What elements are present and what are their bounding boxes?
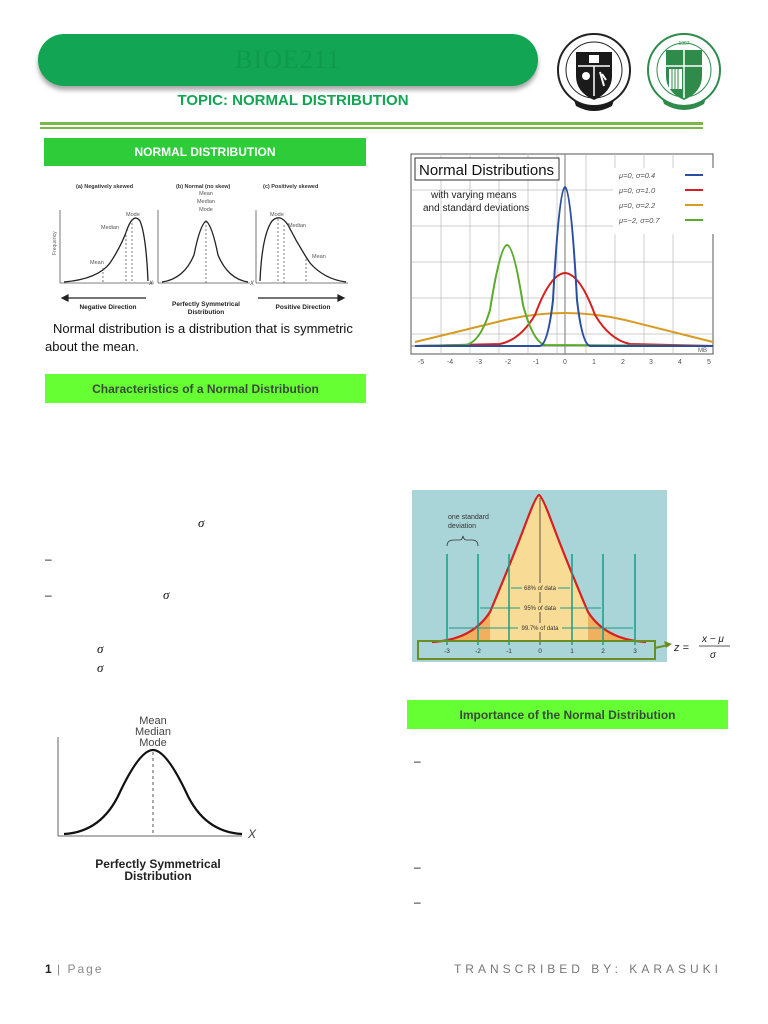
- page-label: | Page: [57, 962, 104, 976]
- section-title: NORMAL DISTRIBUTION: [134, 145, 276, 159]
- svg-text:3: 3: [633, 648, 637, 655]
- svg-text:with varying means: with varying means: [430, 190, 517, 201]
- svg-text:MB: MB: [698, 348, 707, 354]
- svg-text:Median: Median: [135, 726, 171, 738]
- svg-text:μ=0, σ=2.2: μ=0, σ=2.2: [618, 201, 656, 210]
- svg-text:Negative Direction: Negative Direction: [79, 304, 136, 311]
- svg-text:Mode: Mode: [270, 212, 284, 218]
- topic-title: TOPIC: NORMAL DISTRIBUTION: [177, 92, 409, 109]
- svg-text:0: 0: [538, 648, 542, 655]
- normal-distributions-chart: Normal Distributions with varying means …: [405, 150, 720, 370]
- svg-text:z =: z =: [673, 642, 690, 654]
- svg-text:x − μ: x − μ: [701, 634, 724, 645]
- svg-text:1967: 1967: [678, 41, 689, 47]
- svg-text:Median: Median: [197, 199, 215, 205]
- sigma-symbol: σ: [163, 587, 170, 602]
- svg-text:Distribution: Distribution: [188, 309, 224, 316]
- list-dash: –: [45, 588, 52, 602]
- svg-text:-2: -2: [505, 359, 511, 366]
- svg-text:-2: -2: [475, 648, 481, 655]
- transcriber-credit: TRANSCRIBED BY: KARASUKI: [453, 962, 722, 976]
- header-rule-bottom: [40, 127, 703, 129]
- list-dash: –: [414, 754, 421, 768]
- svg-text:-1: -1: [506, 648, 512, 655]
- section-header-normal-distribution: NORMAL DISTRIBUTION: [44, 138, 366, 166]
- definition-paragraph: Normal distribution is a distribution th…: [45, 320, 375, 356]
- skewness-figure: (a) Negatively skewed (b) Normal (no ske…: [52, 184, 348, 316]
- svg-text:1: 1: [592, 359, 596, 366]
- section-title: Importance of the Normal Distribution: [459, 707, 676, 722]
- svg-text:Frequency: Frequency: [52, 231, 58, 255]
- header-rule-top: [40, 122, 703, 125]
- svg-text:2: 2: [601, 648, 605, 655]
- svg-text:-1: -1: [533, 359, 539, 366]
- svg-text:-3: -3: [444, 648, 450, 655]
- section-header-characteristics: Characteristics of a Normal Distribution: [45, 374, 366, 403]
- svg-text:3: 3: [649, 359, 653, 366]
- list-dash: –: [45, 552, 52, 566]
- list-dash: –: [414, 860, 421, 874]
- section-title: Characteristics of a Normal Distribution: [92, 381, 319, 396]
- sigma-symbol: σ: [198, 515, 205, 530]
- svg-text:and standard deviations: and standard deviations: [423, 203, 529, 214]
- svg-text:68% of data: 68% of data: [524, 586, 557, 592]
- svg-text:one standard: one standard: [448, 514, 489, 521]
- svg-text:1: 1: [570, 648, 574, 655]
- svg-text:Distribution: Distribution: [124, 869, 191, 883]
- section-header-importance: Importance of the Normal Distribution: [407, 700, 728, 729]
- svg-text:-5: -5: [418, 359, 424, 366]
- svg-text:(b) Normal (no skew): (b) Normal (no skew): [176, 184, 231, 190]
- definition-line: about the mean.: [45, 339, 139, 354]
- svg-text:Mode: Mode: [199, 207, 213, 213]
- svg-text:Mean: Mean: [90, 260, 104, 266]
- svg-text:5: 5: [707, 359, 711, 366]
- svg-text:Perfectly Symmetrical: Perfectly Symmetrical: [95, 857, 220, 871]
- svg-text:99.7% of data: 99.7% of data: [521, 626, 559, 632]
- svg-text:Normal Distributions: Normal Distributions: [419, 162, 554, 179]
- svg-text:(a) Negatively skewed: (a) Negatively skewed: [76, 184, 133, 190]
- svg-text:deviation: deviation: [448, 523, 476, 530]
- svg-text:Perfectly Symmetrical: Perfectly Symmetrical: [172, 301, 240, 308]
- svg-text:Median: Median: [288, 223, 306, 229]
- empirical-rule-figure: 68% of data 95% of data 99.7% of data on…: [412, 490, 730, 662]
- svg-text:Positive Direction: Positive Direction: [276, 304, 331, 311]
- svg-text:μ=0, σ=1.0: μ=0, σ=1.0: [618, 186, 656, 195]
- svg-text:Mode: Mode: [126, 212, 140, 218]
- svg-text:(c) Positively skewed: (c) Positively skewed: [263, 184, 318, 190]
- definition-line: Normal distribution is a distribution th…: [53, 321, 353, 336]
- course-code: BIOE211: [235, 45, 341, 74]
- page-number: 1: [45, 962, 52, 976]
- svg-text:Mean: Mean: [312, 254, 326, 260]
- svg-text:X: X: [249, 281, 255, 287]
- svg-text:4: 4: [678, 359, 682, 366]
- svg-text:-4: -4: [447, 359, 453, 366]
- svg-text:X: X: [148, 281, 154, 287]
- svg-text:σ: σ: [710, 650, 717, 661]
- sigma-symbol: σ: [97, 660, 104, 675]
- svg-text:μ=−2, σ=0.7: μ=−2, σ=0.7: [618, 216, 660, 225]
- svg-text:X: X: [247, 827, 257, 841]
- svg-text:Mean: Mean: [199, 191, 213, 197]
- sigma-symbol: σ: [97, 641, 104, 656]
- svg-text:Mode: Mode: [139, 737, 167, 749]
- svg-text:μ=0, σ=0.4: μ=0, σ=0.4: [618, 171, 655, 180]
- course-banner: BIOE211: [38, 34, 538, 86]
- svg-text:Mean: Mean: [139, 715, 167, 727]
- svg-text:95% of data: 95% of data: [524, 606, 557, 612]
- svg-text:0: 0: [563, 359, 567, 366]
- list-dash: –: [414, 895, 421, 909]
- svg-text:-3: -3: [476, 359, 482, 366]
- svg-text:2: 2: [621, 359, 625, 366]
- page-footer-number: 1 | Page: [45, 962, 104, 976]
- symmetric-distribution-figure: Mean Median Mode X Perfectly Symmetrical…: [57, 715, 257, 883]
- svg-text:Median: Median: [101, 225, 119, 231]
- university-seal-icon: [557, 33, 631, 111]
- college-seal-icon: 1967: [647, 33, 721, 110]
